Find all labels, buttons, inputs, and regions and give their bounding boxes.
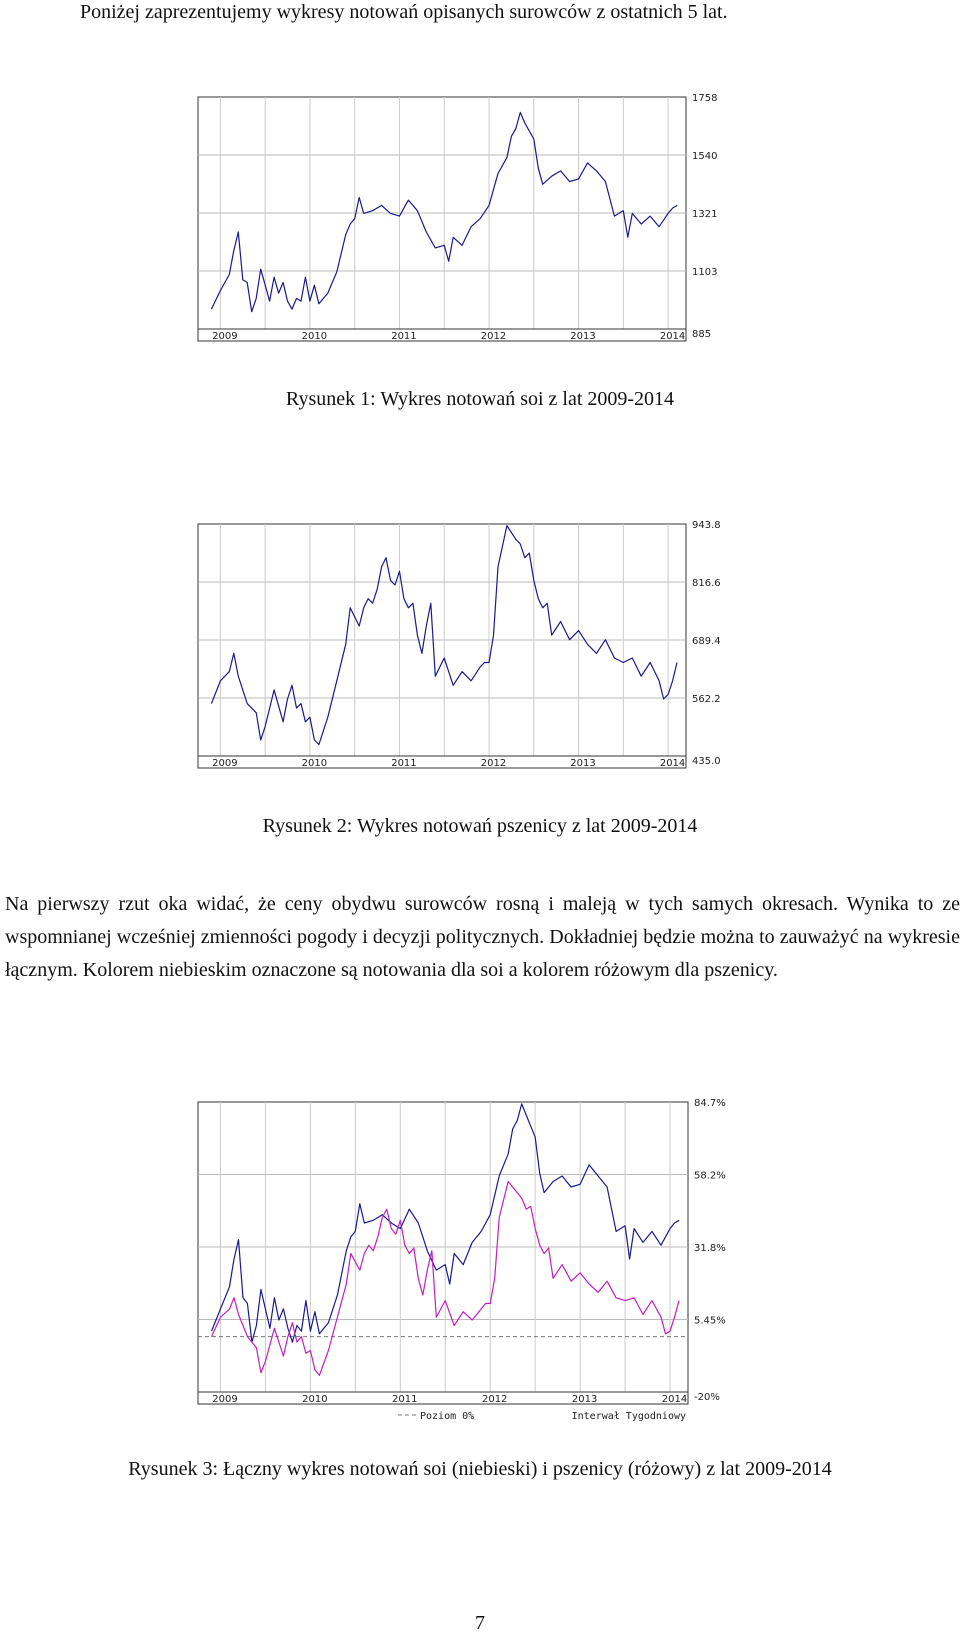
y-tick-label: 943.8: [692, 520, 721, 531]
y-tick-label: 31.8%: [694, 1243, 726, 1254]
combined-price-chart: 84.7% 58.2% 31.8% 5.45% -20% 2009 2010 2011 2012…: [197, 1098, 726, 1422]
x-tick-label: 2013: [570, 758, 595, 769]
legend-zero-label: Poziom 0%: [420, 1411, 474, 1422]
y-tick-label: 562.2: [692, 694, 721, 705]
y-tick-label: 1103: [692, 267, 717, 278]
price-series-line: [210, 525, 678, 746]
x-tick-label: 2014: [662, 1394, 687, 1405]
soy-series-line: [210, 1103, 680, 1343]
x-tick-label: 2013: [572, 1394, 597, 1405]
x-tick-label: 2011: [392, 1394, 417, 1405]
wheat-price-chart: 943.8 816.6 689.4 562.2 435.0 2009 2010 2011 201…: [197, 520, 721, 769]
x-tick-label: 2010: [302, 331, 327, 342]
y-tick-label: -20%: [694, 1392, 720, 1403]
price-series-line: [210, 111, 678, 313]
y-tick-label: 5.45%: [694, 1316, 726, 1327]
y-tick-label: 1540: [692, 151, 717, 162]
x-tick-label: 2010: [302, 1394, 327, 1405]
x-tick-label: 2009: [212, 1394, 237, 1405]
x-tick-label: 2010: [302, 758, 327, 769]
figure1-caption: Rysunek 1: Wykres notowań soi z lat 2009…: [285, 388, 675, 410]
y-tick-label: 816.6: [692, 578, 721, 589]
x-axis-band: [197, 1391, 689, 1405]
legend-interval-label: Interwał Tygodniowy: [572, 1411, 686, 1422]
x-axis-band: [197, 755, 687, 769]
y-tick-label: 885: [692, 329, 711, 340]
figure2-caption: Rysunek 2: Wykres notowań pszenicy z lat…: [262, 815, 698, 837]
y-tick-label: 58.2%: [694, 1171, 726, 1182]
x-tick-label: 2012: [481, 331, 506, 342]
soy-price-chart: 1758 1540 1321 1103 885 2009 2010 2011 2012 2013 2…: [197, 93, 717, 342]
x-tick-label: 2014: [660, 331, 685, 342]
y-tick-label: 84.7%: [694, 1098, 726, 1109]
y-tick-label: 1321: [692, 209, 717, 220]
figure3-caption: Rysunek 3: Łączny wykres notowań soi (ni…: [128, 1458, 832, 1480]
page-number: 7: [475, 1612, 485, 1634]
y-tick-label: 689.4: [692, 636, 721, 647]
x-tick-label: 2011: [391, 758, 416, 769]
x-tick-label: 2013: [570, 331, 595, 342]
wheat-series-line: [210, 1180, 680, 1376]
x-tick-label: 2012: [482, 1394, 507, 1405]
x-tick-label: 2011: [391, 331, 416, 342]
x-tick-label: 2009: [212, 331, 237, 342]
body-paragraph: Na pierwszy rzut oka widać, że ceny obyd…: [5, 893, 960, 981]
x-tick-label: 2009: [212, 758, 237, 769]
y-tick-label: 435.0: [692, 756, 721, 767]
x-axis-band: [197, 328, 687, 342]
y-tick-label: 1758: [692, 93, 717, 104]
x-tick-label: 2014: [660, 758, 685, 769]
x-tick-label: 2012: [481, 758, 506, 769]
intro-text: Poniżej zaprezentujemy wykresy notowań o…: [80, 1, 728, 23]
